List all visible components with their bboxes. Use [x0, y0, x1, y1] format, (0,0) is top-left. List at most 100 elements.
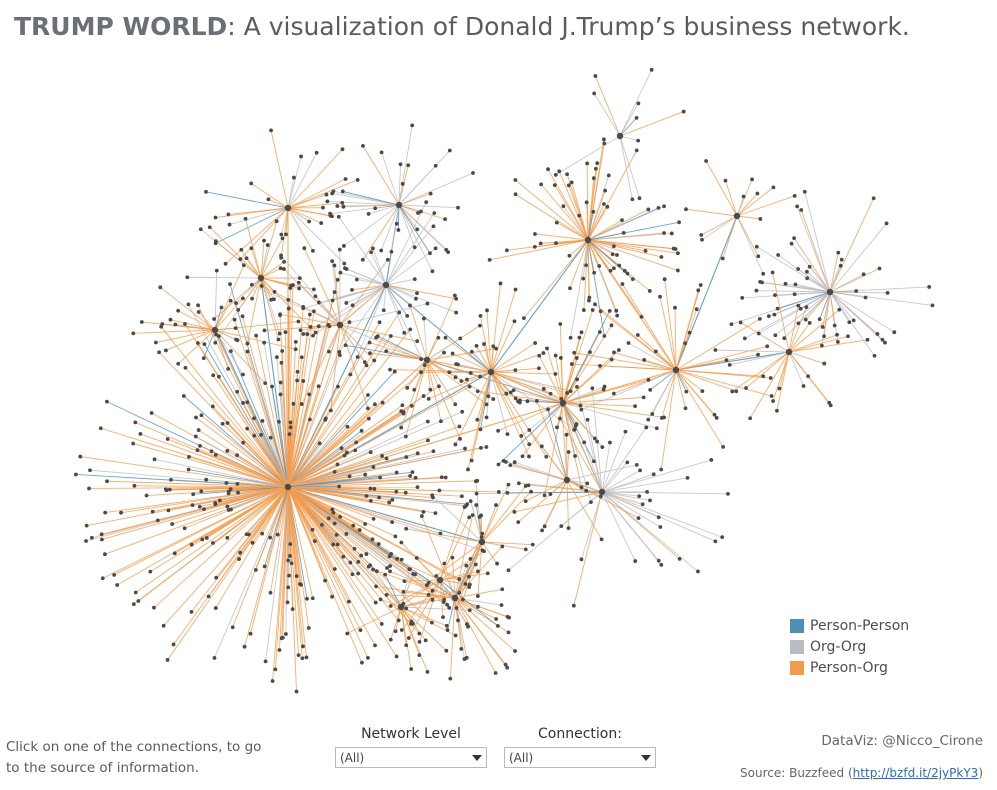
connection-edge[interactable]: [287, 326, 320, 488]
network-node[interactable]: [620, 218, 624, 223]
network-node[interactable]: [278, 312, 282, 317]
network-node[interactable]: [609, 323, 614, 328]
network-node[interactable]: [568, 389, 573, 393]
network-node[interactable]: [195, 448, 200, 453]
connection-edge[interactable]: [287, 371, 396, 488]
network-node[interactable]: [592, 436, 597, 441]
network-node[interactable]: [421, 316, 426, 321]
network-node[interactable]: [673, 247, 678, 251]
network-node[interactable]: [165, 658, 170, 662]
connection-edge[interactable]: [215, 486, 289, 578]
network-node[interactable]: [757, 316, 762, 321]
connection-edge[interactable]: [490, 289, 516, 373]
connection-edge[interactable]: [454, 597, 497, 674]
network-node[interactable]: [548, 391, 553, 396]
connection-edge[interactable]: [237, 486, 289, 494]
network-node[interactable]: [484, 415, 489, 420]
network-node[interactable]: [714, 416, 719, 420]
network-node[interactable]: [387, 554, 392, 559]
connection-edge[interactable]: [206, 479, 289, 488]
network-node[interactable]: [301, 379, 306, 383]
network-node[interactable]: [538, 241, 543, 246]
network-node[interactable]: [828, 403, 833, 408]
connection-edge[interactable]: [177, 329, 216, 365]
connection-edge[interactable]: [135, 486, 289, 593]
network-node[interactable]: [740, 296, 745, 300]
connection-edge[interactable]: [426, 359, 442, 422]
connection-edge[interactable]: [562, 404, 603, 493]
connection-edge[interactable]: [513, 389, 564, 404]
network-node[interactable]: [204, 536, 209, 540]
network-node[interactable]: [354, 277, 359, 282]
network-node[interactable]: [421, 510, 426, 514]
network-node[interactable]: [633, 559, 638, 563]
network-node[interactable]: [573, 454, 578, 458]
network-node[interactable]: [776, 253, 781, 257]
connection-edge[interactable]: [287, 480, 478, 488]
network-node[interactable]: [278, 266, 283, 271]
network-node[interactable]: [428, 251, 432, 256]
connection-edge[interactable]: [133, 329, 216, 334]
network-node[interactable]: [636, 138, 641, 143]
network-node[interactable]: [335, 462, 340, 467]
network-node[interactable]: [332, 290, 337, 295]
network-node[interactable]: [288, 554, 292, 558]
network-node[interactable]: [241, 263, 246, 268]
connection-edge[interactable]: [477, 390, 564, 404]
network-node[interactable]: [637, 494, 642, 499]
network-node[interactable]: [397, 603, 405, 611]
connection-edge[interactable]: [587, 239, 605, 337]
connection-edge[interactable]: [287, 447, 481, 488]
network-node[interactable]: [885, 290, 890, 295]
network-node[interactable]: [839, 257, 844, 262]
connection-edge[interactable]: [659, 296, 677, 371]
network-node[interactable]: [447, 605, 452, 610]
network-node[interactable]: [505, 665, 510, 670]
network-node[interactable]: [506, 568, 511, 573]
network-node[interactable]: [157, 350, 161, 355]
connection-edge[interactable]: [214, 486, 289, 659]
connection-edge[interactable]: [381, 152, 400, 206]
network-node[interactable]: [237, 557, 241, 561]
connection-edge[interactable]: [214, 298, 244, 331]
connection-edge[interactable]: [804, 191, 831, 293]
network-node[interactable]: [294, 574, 299, 579]
network-node[interactable]: [87, 486, 91, 491]
network-node[interactable]: [196, 303, 200, 308]
connection-edge[interactable]: [91, 486, 289, 539]
connection-edge[interactable]: [476, 345, 492, 373]
network-node[interactable]: [414, 296, 418, 301]
network-node[interactable]: [734, 389, 739, 394]
network-node[interactable]: [608, 268, 613, 273]
connection-edge[interactable]: [587, 239, 613, 255]
connection-edge[interactable]: [270, 130, 289, 209]
network-node[interactable]: [445, 602, 450, 607]
connection-edge[interactable]: [287, 324, 329, 488]
connection-edge[interactable]: [426, 338, 461, 361]
network-node[interactable]: [499, 603, 504, 608]
connection-edge[interactable]: [522, 402, 564, 457]
connection-edge[interactable]: [490, 371, 530, 457]
connection-edge[interactable]: [490, 342, 536, 373]
connection-edge[interactable]: [280, 255, 341, 326]
network-node[interactable]: [835, 340, 840, 344]
connection-edge[interactable]: [242, 316, 289, 488]
network-node[interactable]: [561, 204, 566, 209]
connection-edge[interactable]: [287, 458, 387, 488]
network-node[interactable]: [227, 222, 232, 227]
connection-edge[interactable]: [736, 215, 761, 220]
network-node[interactable]: [103, 510, 108, 515]
network-node[interactable]: [493, 671, 498, 675]
network-node[interactable]: [819, 343, 824, 348]
network-node[interactable]: [325, 199, 330, 204]
network-node[interactable]: [875, 332, 880, 336]
network-node[interactable]: [337, 247, 342, 252]
network-node[interactable]: [733, 212, 741, 220]
network-node[interactable]: [280, 349, 285, 353]
network-node[interactable]: [408, 303, 412, 308]
network-node[interactable]: [625, 460, 630, 465]
network-node[interactable]: [571, 603, 576, 608]
network-node[interactable]: [766, 314, 771, 319]
network-node[interactable]: [432, 211, 437, 216]
connection-edge[interactable]: [389, 369, 492, 373]
